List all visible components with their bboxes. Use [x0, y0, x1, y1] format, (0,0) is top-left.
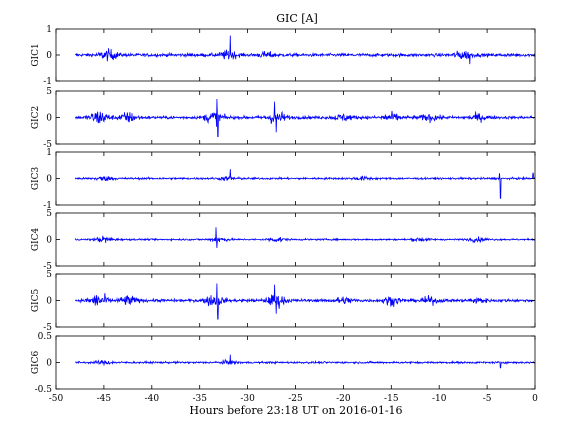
- x-tick-label: -50: [49, 394, 64, 404]
- y-axis-label: GIC2: [31, 106, 41, 129]
- panel-5: -5 0 5 GIC5: [31, 270, 536, 333]
- x-tick-label: -10: [432, 394, 447, 404]
- y-axis-label: GIC3: [31, 167, 41, 191]
- y-tick-label: -1: [43, 77, 52, 87]
- x-tick-label: -40: [145, 394, 160, 404]
- panel-2: -5 0 5 GIC2: [31, 87, 536, 150]
- gic-trace-4: [74, 227, 536, 249]
- y-tick-label: -5: [43, 262, 52, 272]
- y-axis-label: GIC4: [31, 228, 41, 252]
- figure-title: GIC [A]: [276, 12, 318, 25]
- y-tick-label: 0: [46, 297, 52, 307]
- x-tick-label: -15: [384, 394, 399, 404]
- x-tick-label: -5: [483, 394, 492, 404]
- gic-trace-5: [74, 283, 536, 320]
- x-tick-label: -25: [288, 394, 303, 404]
- gic-trace-2: [75, 98, 536, 137]
- panel-4: -5 0 5 GIC4: [31, 209, 536, 272]
- y-tick-label: -5: [43, 140, 52, 150]
- y-axis-label: GIC5: [31, 289, 41, 313]
- y-tick-label: -0.5: [35, 385, 53, 395]
- y-tick-label: 0: [46, 51, 52, 61]
- y-tick-label: 0: [46, 114, 52, 124]
- panel-3: -1 0 1 GIC3: [31, 148, 536, 211]
- x-tick-label: -45: [97, 394, 112, 404]
- x-axis-label: Hours before 23:18 UT on 2016-01-16: [189, 404, 402, 417]
- x-tick-label: -30: [240, 394, 255, 404]
- panel-6: -0.500.5-50 -45 -40 -35 -30 -25 -20 -15 -10 -5 0GI…: [31, 332, 538, 404]
- y-tick-label: 0: [46, 175, 52, 185]
- y-tick-label: 5: [46, 87, 52, 97]
- y-tick-label: -5: [43, 323, 52, 333]
- gic-trace-1: [74, 35, 536, 65]
- x-tick-label: -35: [192, 394, 207, 404]
- y-tick-label: 1: [46, 25, 52, 35]
- x-tick-label: 0: [532, 394, 538, 404]
- panel-1: -1 0 1 GIC1: [31, 25, 536, 87]
- y-tick-label: 5: [46, 209, 52, 219]
- y-tick-label: -1: [43, 201, 52, 211]
- gic-trace-6: [75, 354, 536, 369]
- y-tick-label: 5: [46, 270, 52, 280]
- x-tick-label: -20: [336, 394, 351, 404]
- y-axis-label: GIC6: [31, 351, 41, 375]
- gic-trace-3: [74, 169, 536, 199]
- y-tick-label: 1: [46, 148, 52, 158]
- y-tick-label: 0: [46, 359, 52, 369]
- y-axis-label: GIC1: [31, 43, 41, 66]
- y-tick-label: 0: [46, 236, 52, 246]
- y-tick-label: 0.5: [38, 332, 53, 342]
